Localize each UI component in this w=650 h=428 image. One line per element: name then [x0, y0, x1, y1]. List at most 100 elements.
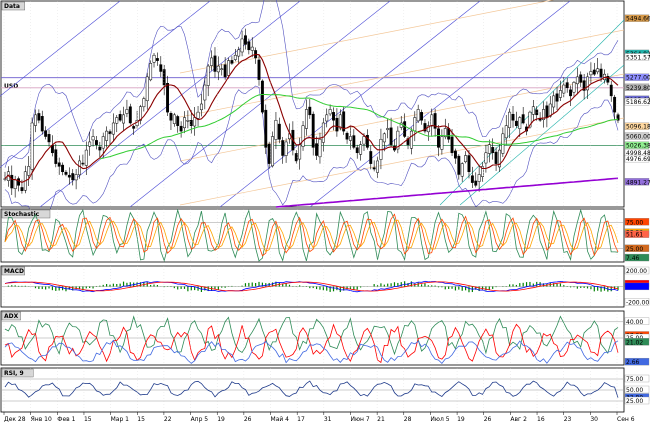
x-tick-label: 15 — [84, 416, 92, 423]
candle-body — [40, 116, 44, 132]
price-label-box — [624, 122, 650, 130]
price-label-box — [624, 218, 650, 226]
candle-body — [555, 93, 559, 102]
candle-body — [606, 76, 610, 83]
price-label-box — [624, 230, 650, 238]
candle-body — [382, 133, 386, 143]
candle-body — [569, 89, 573, 97]
stoch-slow-line — [4, 219, 619, 253]
candle-body — [257, 59, 261, 80]
candle-body — [240, 38, 244, 53]
x-tick-label: Мар 1 — [111, 416, 130, 423]
pane-title: ADX — [4, 313, 19, 320]
candle-body — [47, 134, 51, 143]
candle-body — [413, 117, 417, 132]
price-label-box — [624, 132, 650, 140]
candle-body — [301, 125, 305, 147]
candle-body — [145, 76, 149, 102]
trend-line — [309, 0, 571, 208]
candle-body — [193, 117, 197, 127]
candle-body — [91, 136, 95, 141]
candle-body — [609, 84, 613, 97]
candle-body — [453, 150, 457, 159]
candle-body — [101, 136, 105, 149]
y-tick-label: 51.61 — [626, 232, 643, 239]
plot-area — [0, 0, 625, 208]
candle-body — [196, 111, 200, 119]
y-tick-label: -200.00 — [626, 299, 649, 306]
ma-short-line — [4, 53, 619, 184]
candle-body — [152, 54, 156, 63]
rsi-line — [4, 380, 619, 398]
candle-body — [220, 68, 224, 71]
candle-body — [552, 95, 556, 108]
trend-line — [0, 0, 211, 168]
candle-body — [542, 109, 545, 120]
candle-body — [155, 58, 159, 61]
candle-body — [230, 60, 234, 64]
candle-body — [54, 149, 58, 164]
trend-line — [0, 0, 121, 97]
candle-body — [315, 143, 319, 156]
stoch-k-line — [4, 208, 619, 263]
price-label-box — [624, 14, 650, 22]
candle-body — [132, 126, 136, 129]
candle-body — [403, 121, 407, 137]
x-tick-label: 23 — [564, 416, 572, 423]
ma-long-line — [99, 94, 619, 160]
x-tick-label: 26 — [484, 416, 492, 423]
candle-body — [389, 127, 393, 145]
candle-body — [437, 128, 440, 148]
candle-body — [498, 149, 501, 168]
macd-signal-line — [4, 281, 619, 292]
pane-title: Stochastic — [4, 211, 40, 218]
candle-body — [467, 155, 471, 173]
candle-body — [396, 130, 400, 150]
trend-line — [219, 0, 481, 208]
price-label-box — [624, 396, 650, 405]
candle-body — [535, 109, 539, 116]
candle-body — [443, 128, 447, 138]
candle-body — [409, 130, 413, 149]
channel-line — [179, 29, 625, 118]
candle-body — [223, 64, 227, 78]
candle-body — [345, 132, 349, 140]
candle-body — [125, 109, 129, 114]
price-label-box — [624, 282, 650, 291]
candle-body — [294, 153, 298, 162]
x-axis: Дек 28 Янв 10 Фев 1 15 Мар 1 15 22 Апр 5 19 26 Май… — [3, 1, 635, 423]
stoch-d-line — [4, 213, 619, 257]
candle-body — [359, 144, 363, 155]
candle-body — [34, 114, 37, 126]
candle-body — [260, 80, 264, 113]
x-tick-label: 16 — [537, 416, 545, 423]
pane-title-box — [1, 1, 25, 11]
price-label-box — [624, 253, 650, 262]
candle-body — [613, 96, 617, 113]
candle-body — [149, 63, 153, 81]
x-tick-label: 17 — [297, 416, 305, 423]
candle-body — [599, 68, 603, 78]
candle-body — [558, 90, 562, 98]
candle-body — [318, 138, 322, 158]
candle-body — [386, 128, 390, 131]
x-tick-label: Янв 10 — [31, 416, 52, 423]
x-tick-label: 19 — [457, 416, 465, 423]
candle-body — [142, 98, 146, 108]
candle-body — [582, 80, 586, 91]
candle-body — [460, 163, 464, 177]
bollinger-lower — [4, 85, 619, 230]
x-tick-label: Дек 28 — [4, 416, 26, 423]
candle-body — [457, 155, 461, 175]
candle-body — [298, 144, 302, 160]
y-tick-label: 75.00 — [626, 376, 643, 383]
x-tick-label: Апр 5 — [191, 416, 209, 423]
candle-body — [122, 114, 125, 124]
price-label-box — [624, 154, 650, 163]
candle-body — [518, 117, 522, 129]
candle-body — [572, 82, 576, 93]
x-tick-label: Май 4 — [271, 416, 290, 423]
candle-body — [84, 149, 88, 166]
